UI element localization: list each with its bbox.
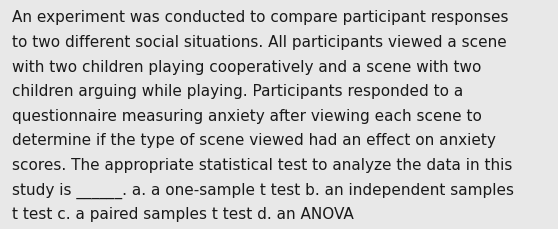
Text: with two children playing cooperatively and a scene with two: with two children playing cooperatively …: [12, 59, 482, 74]
Text: An experiment was conducted to compare participant responses: An experiment was conducted to compare p…: [12, 10, 509, 25]
Text: to two different social situations. All participants viewed a scene: to two different social situations. All …: [12, 35, 507, 50]
Text: study is ______. a. a one-sample t test b. an independent samples: study is ______. a. a one-sample t test …: [12, 182, 514, 198]
Text: children arguing while playing. Participants responded to a: children arguing while playing. Particip…: [12, 84, 464, 99]
Text: t test c. a paired samples t test d. an ANOVA: t test c. a paired samples t test d. an …: [12, 206, 354, 221]
Text: determine if the type of scene viewed had an effect on anxiety: determine if the type of scene viewed ha…: [12, 133, 496, 148]
Text: scores. The appropriate statistical test to analyze the data in this: scores. The appropriate statistical test…: [12, 157, 513, 172]
Text: questionnaire measuring anxiety after viewing each scene to: questionnaire measuring anxiety after vi…: [12, 108, 482, 123]
